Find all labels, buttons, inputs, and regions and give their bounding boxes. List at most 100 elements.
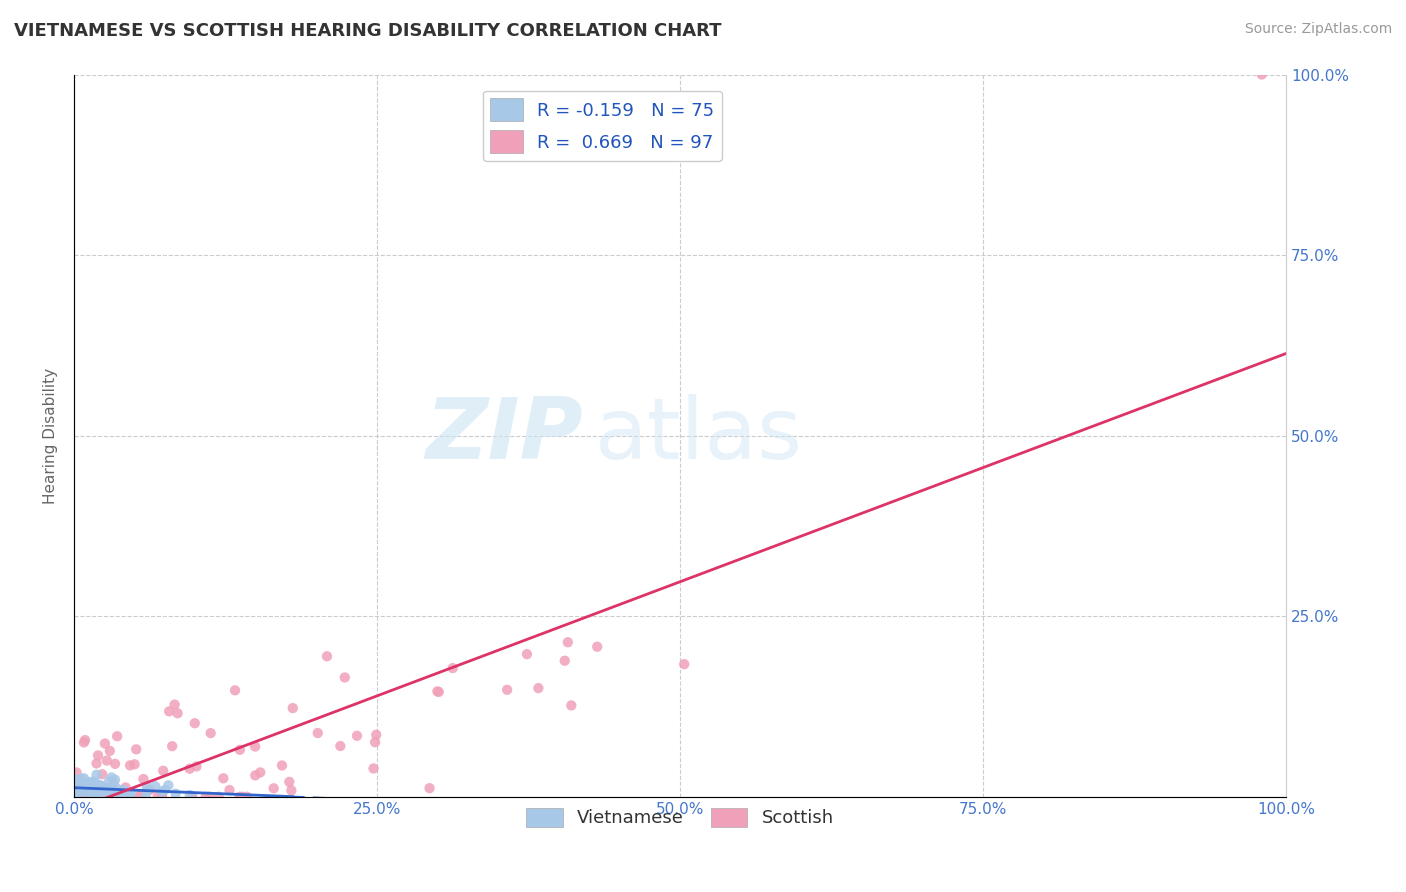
Point — [79, 787, 101, 801]
Point — [76, 783, 98, 797]
Point — [104, 756, 127, 771]
Point — [146, 789, 169, 804]
Point — [65, 789, 87, 803]
Point — [86, 788, 108, 802]
Point — [181, 789, 204, 804]
Point — [98, 744, 121, 758]
Point — [554, 654, 576, 668]
Point — [77, 789, 100, 804]
Point — [105, 729, 128, 743]
Point — [218, 783, 240, 797]
Point — [316, 649, 339, 664]
Point — [179, 762, 201, 776]
Point — [86, 756, 108, 771]
Point — [280, 783, 302, 797]
Point — [138, 783, 160, 797]
Point — [157, 778, 180, 792]
Point — [86, 788, 108, 802]
Point — [135, 789, 157, 804]
Point — [83, 789, 105, 804]
Point — [90, 782, 112, 797]
Point — [120, 785, 142, 799]
Y-axis label: Hearing Disability: Hearing Disability — [44, 368, 58, 504]
Point — [229, 789, 252, 804]
Point — [67, 784, 90, 798]
Point — [427, 685, 450, 699]
Point — [80, 789, 103, 804]
Point — [75, 784, 97, 798]
Point — [236, 789, 259, 804]
Point — [100, 789, 122, 804]
Point — [83, 779, 105, 793]
Point — [179, 788, 201, 802]
Point — [65, 772, 87, 787]
Point — [278, 775, 301, 789]
Point — [72, 789, 94, 804]
Point — [79, 789, 101, 804]
Point — [77, 783, 100, 797]
Point — [135, 780, 157, 794]
Legend: Vietnamese, Scottish: Vietnamese, Scottish — [519, 801, 841, 835]
Point — [90, 779, 112, 793]
Text: VIETNAMESE VS SCOTTISH HEARING DISABILITY CORRELATION CHART: VIETNAMESE VS SCOTTISH HEARING DISABILIT… — [14, 22, 721, 40]
Point — [89, 778, 111, 792]
Point — [97, 781, 120, 796]
Point — [100, 771, 122, 785]
Point — [129, 789, 152, 803]
Point — [143, 779, 166, 793]
Point — [346, 729, 368, 743]
Point — [263, 781, 285, 796]
Point — [419, 781, 441, 796]
Point — [82, 786, 104, 800]
Point — [70, 785, 93, 799]
Point — [307, 726, 329, 740]
Point — [79, 776, 101, 790]
Point — [157, 704, 180, 718]
Point — [87, 748, 110, 763]
Point — [101, 780, 124, 794]
Point — [363, 761, 385, 775]
Point — [96, 754, 118, 768]
Point — [101, 784, 124, 798]
Point — [153, 783, 176, 797]
Point — [516, 647, 538, 661]
Point — [150, 784, 173, 798]
Point — [67, 787, 90, 801]
Point — [124, 757, 146, 772]
Point — [249, 765, 271, 780]
Point — [104, 772, 127, 787]
Point — [77, 777, 100, 791]
Point — [73, 735, 96, 749]
Point — [120, 789, 142, 804]
Point — [281, 701, 304, 715]
Point — [128, 789, 150, 804]
Point — [207, 789, 229, 804]
Point — [160, 739, 183, 754]
Point — [94, 789, 117, 804]
Point — [67, 784, 90, 798]
Point — [557, 635, 579, 649]
Point — [131, 789, 153, 804]
Point — [118, 758, 141, 772]
Point — [66, 774, 89, 789]
Point — [527, 681, 550, 695]
Point — [165, 787, 187, 801]
Point — [83, 789, 105, 804]
Point — [82, 782, 104, 797]
Point — [82, 782, 104, 797]
Point — [103, 789, 125, 804]
Point — [97, 774, 120, 789]
Point — [84, 781, 107, 796]
Point — [77, 779, 100, 793]
Point — [82, 789, 104, 803]
Point — [77, 775, 100, 789]
Point — [80, 780, 103, 795]
Point — [94, 737, 117, 751]
Point — [364, 735, 387, 749]
Point — [166, 706, 188, 721]
Point — [426, 684, 449, 698]
Point — [118, 789, 141, 803]
Point — [114, 780, 136, 795]
Point — [152, 764, 174, 778]
Point — [224, 683, 246, 698]
